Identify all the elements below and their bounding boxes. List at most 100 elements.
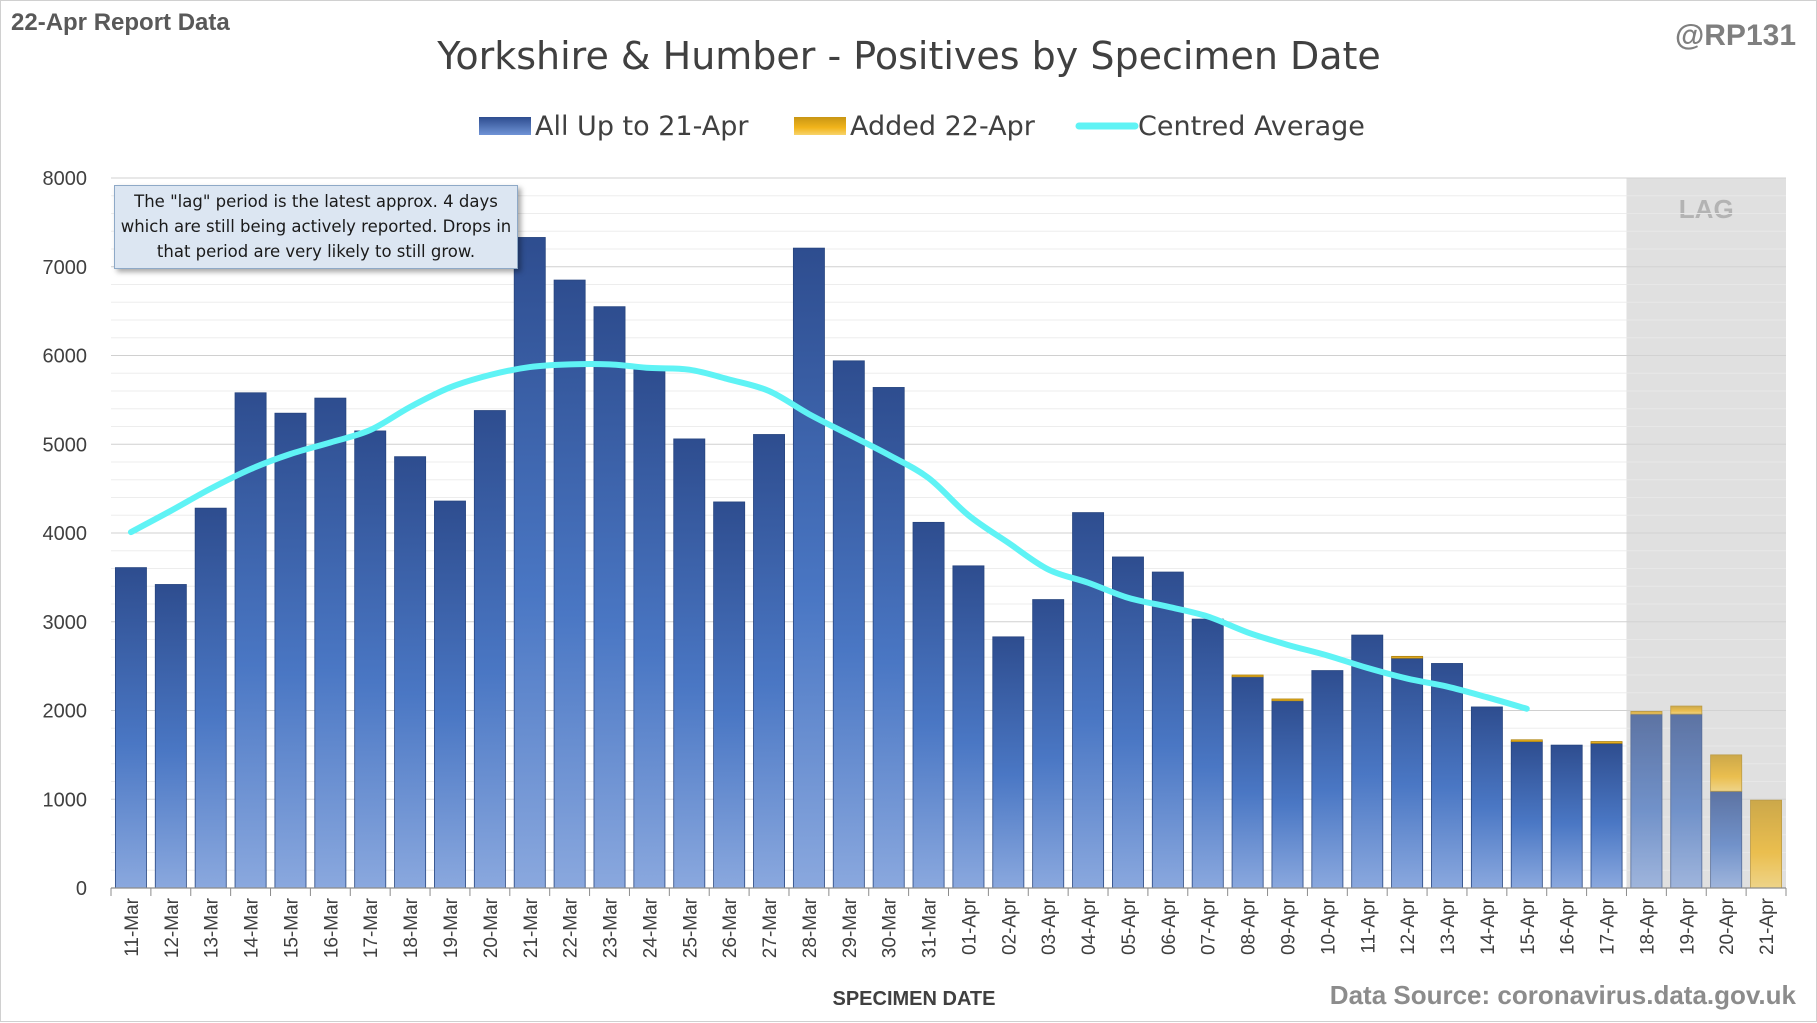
bar-all-19-Apr [1670,713,1703,889]
x-tick-label: 07-Apr [1199,897,1220,955]
x-tick-label: 27-Mar [760,897,781,958]
bars [111,178,1786,889]
legend-label-all: All Up to 21-Apr [535,111,749,142]
y-tick-label: 1000 [43,789,88,811]
bar-all-18-Apr [1630,713,1663,889]
bar-all-15-Apr [1510,741,1543,889]
bar-all-08-Apr [1231,676,1264,889]
bar-all-11-Mar [114,567,147,889]
lag-label: LAG [1679,194,1734,224]
legend: All Up to 21-Apr Added 22-Apr Centred Av… [479,111,1365,142]
bar-all-31-Mar [912,521,945,889]
bar-all-30-Mar [872,387,905,889]
bar-all-17-Apr [1590,742,1623,889]
bar-all-11-Apr [1351,634,1384,889]
bar-all-02-Apr [992,636,1025,889]
x-tick-label: 08-Apr [1239,897,1260,955]
x-tick-label: 15-Apr [1518,897,1539,955]
author-handle: @RP131 [1675,19,1796,52]
lag-callout: The "lag" period is the latest approx. 4… [114,185,518,269]
data-source: Data Source: coronavirus.data.gov.uk [1329,980,1796,1010]
x-tick-label: 22-Mar [561,897,582,958]
x-tick-label: 02-Apr [999,897,1020,955]
legend-label-added: Added 22-Apr [850,111,1036,142]
y-tick-label: 4000 [43,523,88,545]
x-tick-label: 16-Apr [1558,897,1579,955]
bar-all-09-Apr [1271,700,1304,889]
bar-added-21-Apr [1750,799,1783,889]
bar-all-26-Mar [713,501,746,889]
y-axis-ticks: 0 1000 2000 3000 4000 5000 6000 7000 8000 [43,168,88,900]
bar-all-10-Apr [1311,670,1344,889]
legend-swatch-all [479,117,531,135]
x-tick-label: 21-Apr [1757,897,1778,955]
y-tick-label: 0 [76,878,87,900]
bar-all-13-Mar [194,507,227,889]
legend-swatch-added [794,117,846,135]
bar-all-13-Apr [1431,663,1463,889]
x-tick-label: 14-Apr [1478,897,1499,955]
bar-added-17-Apr [1590,741,1623,744]
bar-all-21-Mar [513,237,546,889]
x-tick-label: 17-Mar [361,897,382,958]
bar-added-12-Apr [1391,655,1424,659]
bar-all-23-Mar [593,306,626,889]
x-tick-label: 13-Apr [1438,897,1459,955]
x-tick-label: 29-Mar [840,897,861,958]
bar-all-15-Mar [274,412,307,889]
bar-all-27-Mar [753,434,785,889]
y-tick-label: 6000 [43,346,88,368]
x-tick-label: 03-Apr [1039,897,1060,955]
y-tick-label: 7000 [43,257,88,279]
x-tick-label: 19-Apr [1677,897,1698,955]
x-tick-label: 20-Mar [481,897,502,958]
x-tick-label: 06-Apr [1159,897,1180,955]
bar-all-25-Mar [673,438,706,889]
x-tick-label: 13-Mar [202,897,223,958]
x-axis-title: SPECIMEN DATE [833,988,996,1010]
x-tick-label: 10-Apr [1318,897,1339,955]
x-tick-label: 16-Mar [321,897,342,958]
bar-all-20-Mar [473,410,506,889]
bar-added-20-Apr [1710,754,1743,792]
bar-all-07-Apr [1191,618,1224,889]
x-tick-label: 21-Mar [521,897,542,958]
x-axis-ticks: 11-Mar 12-Mar 13-Mar 14-Mar 15-Mar 16-Mar 17-M… [110,888,1787,958]
lag-overlay [1626,178,1786,888]
bar-all-12-Apr [1391,657,1424,889]
bar-added-15-Apr [1510,739,1543,742]
bar-all-29-Mar [832,360,865,889]
x-tick-label: 18-Apr [1637,897,1658,955]
y-tick-label: 8000 [43,168,88,190]
bar-all-16-Apr [1550,744,1583,889]
bar-added-18-Apr [1630,710,1663,715]
bar-all-06-Apr [1151,571,1184,889]
x-tick-label: 04-Apr [1079,897,1100,955]
y-tick-label: 2000 [43,701,88,723]
x-tick-label: 28-Mar [800,897,821,958]
x-tick-label: 20-Apr [1717,897,1738,955]
x-tick-label: 31-Mar [920,897,941,958]
report-date-label: 22-Apr Report Data [11,9,230,36]
legend-label-average: Centred Average [1138,111,1365,142]
x-tick-label: 01-Apr [959,897,980,955]
bar-added-08-Apr [1231,674,1264,678]
chart-title: Yorkshire & Humber - Positives by Specim… [436,34,1381,78]
gridlines [111,177,1786,871]
bar-all-01-Apr [952,565,985,889]
x-tick-label: 26-Mar [720,897,741,958]
bar-all-18-Mar [394,456,427,889]
x-tick-label: 17-Apr [1598,897,1619,955]
centred-average-line [127,360,1530,712]
bar-all-24-Mar [633,369,666,889]
x-tick-label: 12-Mar [162,897,183,958]
x-tick-label: 11-Apr [1358,897,1379,953]
bar-all-19-Mar [434,500,466,889]
bar-all-14-Apr [1470,706,1503,889]
bar-all-22-Mar [553,279,586,889]
bar-all-17-Mar [354,430,387,889]
x-tick-label: 09-Apr [1278,897,1299,955]
bar-all-05-Apr [1112,556,1144,889]
